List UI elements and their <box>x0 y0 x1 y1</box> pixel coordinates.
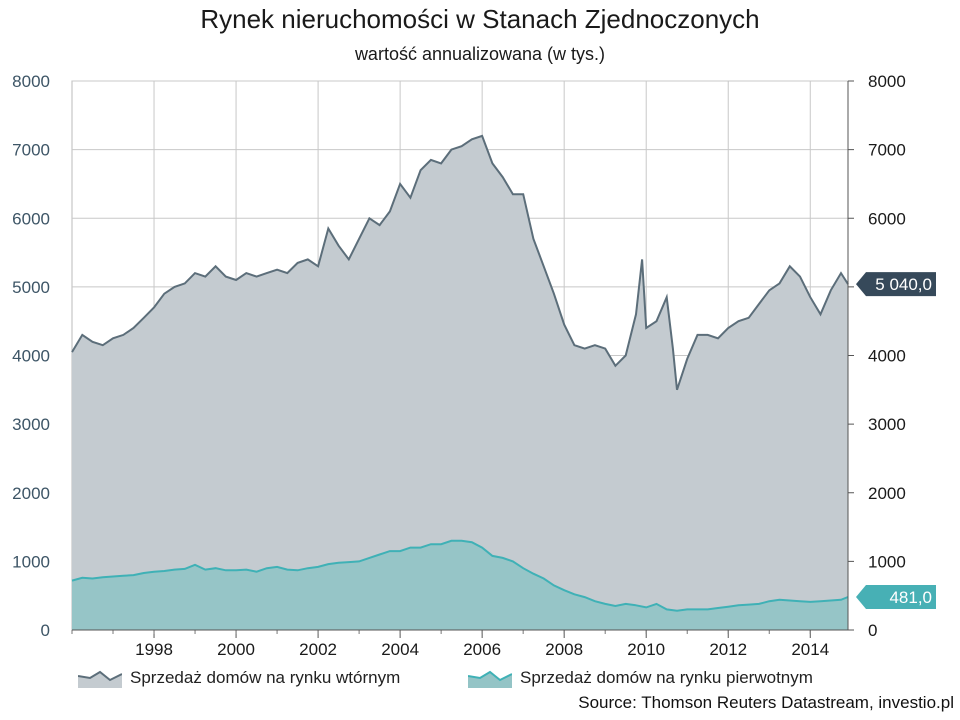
legend-label-new: Sprzedaż domów na rynku pierwotnym <box>520 668 813 687</box>
last-value-label-new: 481,0 <box>889 588 932 607</box>
y-tick-label-left: 8000 <box>12 72 50 91</box>
axes: 0010001000200020003000300040004000500050… <box>12 72 906 659</box>
y-tick-label-right: 1000 <box>868 552 906 571</box>
last-value-badge-new <box>856 584 936 609</box>
y-tick-label-left: 2000 <box>12 484 50 503</box>
x-tick-label: 2010 <box>627 640 665 659</box>
y-tick-label-right: 6000 <box>868 209 906 228</box>
x-tick-label: 2008 <box>545 640 583 659</box>
series-line-new <box>71 539 849 612</box>
y-tick-label-right: 2000 <box>868 484 906 503</box>
y-tick-label-left: 7000 <box>12 141 50 160</box>
series-areas <box>71 134 849 630</box>
y-tick-label-left: 0 <box>41 621 50 640</box>
y-tick-label-left: 4000 <box>12 347 50 366</box>
y-tick-label-left: 3000 <box>12 415 50 434</box>
y-tick-label-right: 8000 <box>868 72 906 91</box>
x-tick-label: 2002 <box>299 640 337 659</box>
x-tick-label: 2000 <box>217 640 255 659</box>
last-value-label-existing: 5 040,0 <box>875 275 932 294</box>
series-area-new <box>72 540 848 630</box>
legend-swatch-existing <box>78 670 122 688</box>
y-tick-label-right: 3000 <box>868 415 906 434</box>
y-tick-label-right: 0 <box>868 621 877 640</box>
series-area-existing <box>72 135 848 630</box>
y-tick-label-right: 4000 <box>868 347 906 366</box>
legend-item-existing: Sprzedaż domów na rynku wtórnym <box>78 668 400 688</box>
last-value-badges: 5 040,0 481,0 <box>856 272 936 609</box>
x-tick-label: 1998 <box>135 640 173 659</box>
y-tick-label-left: 1000 <box>12 552 50 571</box>
x-tick-label: 2004 <box>381 640 419 659</box>
x-tick-label: 2014 <box>791 640 829 659</box>
chart-subtitle: wartość annualizowana (w tys.) <box>354 44 606 64</box>
legend-label-existing: Sprzedaż domów na rynku wtórnym <box>130 668 401 687</box>
y-tick-label-left: 6000 <box>12 209 50 228</box>
source-note: Source: Thomson Reuters Datastream, inve… <box>578 693 954 712</box>
x-tick-label: 2012 <box>709 640 747 659</box>
last-value-badge-existing <box>856 272 936 297</box>
x-tick-label: 2006 <box>463 640 501 659</box>
series-line-existing <box>71 134 849 391</box>
legend-swatch-new <box>468 670 512 688</box>
y-tick-label-right: 7000 <box>868 141 906 160</box>
legend-item-new: Sprzedaż domów na rynku pierwotnym <box>468 668 813 688</box>
chart-title: Rynek nieruchomości w Stanach Zjednoczon… <box>200 4 760 34</box>
y-tick-label-left: 5000 <box>12 278 50 297</box>
